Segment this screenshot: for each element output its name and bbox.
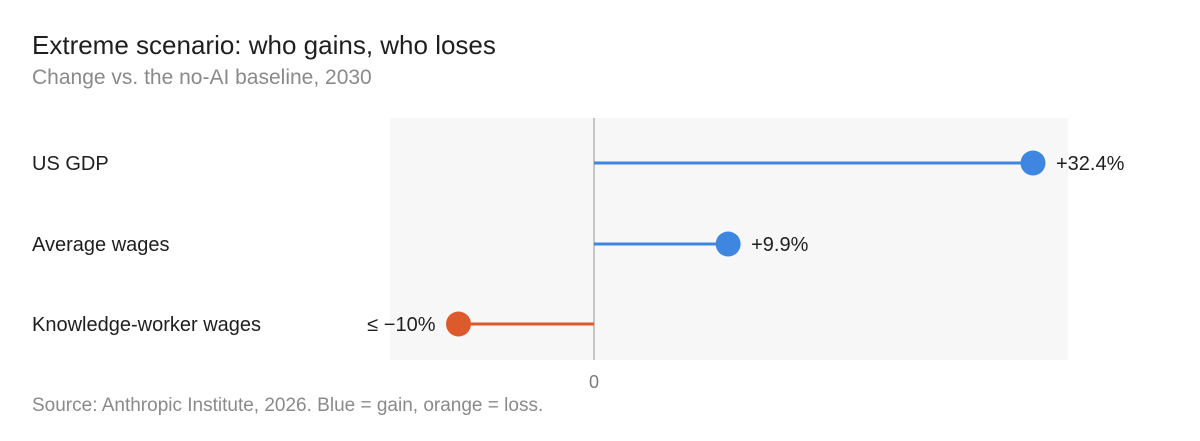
category-label: US GDP (32, 153, 109, 175)
category-label: Average wages (32, 234, 170, 256)
data-label: +9.9% (751, 234, 808, 256)
x-tick-label: 0 (589, 372, 599, 392)
data-label: +32.4% (1056, 153, 1125, 175)
data-point (446, 311, 472, 337)
data-point (715, 231, 741, 257)
source-note: Source: Anthropic Institute, 2026. Blue … (32, 395, 544, 416)
chart-title: Extreme scenario: who gains, who loses (32, 30, 496, 60)
category-label: Knowledge-worker wages (32, 314, 261, 336)
data-label: ≤ −10% (367, 314, 435, 336)
data-point (1020, 150, 1046, 176)
chart-subtitle: Change vs. the no-AI baseline, 2030 (32, 66, 372, 89)
